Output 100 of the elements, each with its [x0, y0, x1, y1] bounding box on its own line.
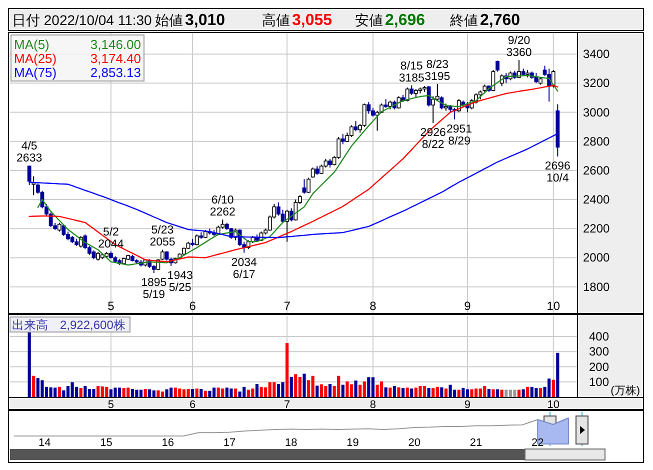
bar — [66, 386, 70, 397]
x-tick-label: 15 — [100, 437, 112, 449]
x-tick-label: 5 — [108, 299, 115, 313]
bar — [290, 376, 293, 397]
y-tick-label: 3000 — [583, 105, 610, 120]
y-tick-label: 3200 — [583, 76, 610, 90]
text: MA(75) 2,853.13 — [14, 65, 141, 80]
bar — [118, 388, 122, 397]
bar — [255, 384, 259, 397]
bar — [195, 388, 198, 397]
bar — [522, 389, 525, 397]
bar — [62, 390, 66, 397]
text: 日付 2022/10/04 11:30 — [12, 12, 152, 28]
bar — [526, 386, 530, 397]
bar — [298, 376, 302, 397]
annotation: 9/20 3360 — [506, 34, 532, 59]
text: 3,010 — [185, 12, 226, 29]
bar — [358, 384, 362, 397]
candlestick — [435, 83, 440, 102]
annotation: 2696 10/4 — [544, 160, 570, 184]
bar — [186, 388, 190, 397]
x-tick-label: 10 — [547, 399, 560, 411]
x-tick-label: 6 — [189, 399, 196, 411]
bar — [311, 376, 314, 397]
text: MA(5) 3,146.00 — [14, 37, 141, 52]
bar — [384, 387, 388, 397]
bar — [371, 377, 375, 397]
candlestick — [280, 209, 285, 224]
bar — [401, 388, 405, 397]
text: 2,696 — [385, 12, 426, 29]
bar — [178, 388, 182, 397]
bar — [328, 384, 332, 397]
bar — [230, 388, 233, 397]
x-tick-label: 8 — [370, 299, 377, 313]
bar — [272, 382, 276, 397]
bar — [306, 380, 310, 397]
bar — [448, 384, 452, 397]
bar — [362, 381, 366, 397]
bar — [139, 390, 143, 397]
x-tick-label: 9 — [464, 399, 471, 411]
bar — [174, 388, 177, 397]
bar — [538, 388, 542, 397]
chart-title: 出来高 2,922,600株 — [12, 318, 126, 332]
candlestick — [551, 70, 556, 88]
x-tick-label: 18 — [285, 437, 298, 449]
bar — [105, 386, 108, 397]
bar — [122, 388, 126, 397]
annotation: 2951 8/29 — [446, 123, 472, 148]
annotation: 4/5 2633 — [16, 140, 42, 165]
y-tick-label: 200 — [589, 360, 610, 374]
annotation: 2034 6/17 — [231, 256, 258, 281]
bar — [165, 389, 168, 397]
candlestick — [302, 178, 306, 194]
bar — [496, 389, 500, 397]
bar — [397, 387, 400, 397]
candlestick — [160, 249, 164, 260]
bar — [204, 390, 207, 397]
candlestick — [405, 87, 410, 102]
candlestick — [194, 234, 199, 246]
candlestick — [440, 96, 444, 110]
text: 高値 — [262, 12, 290, 28]
y-tick-label: 300 — [589, 344, 610, 359]
bar — [156, 390, 160, 397]
candlestick — [340, 134, 345, 145]
bar — [182, 389, 186, 397]
bar — [221, 388, 224, 397]
bar — [160, 392, 164, 397]
annotation: 1943 5/25 — [167, 270, 193, 294]
bar — [96, 386, 100, 397]
bar — [268, 382, 272, 397]
bar — [350, 384, 354, 397]
bar — [517, 390, 521, 397]
bar — [212, 388, 216, 397]
annotation: 1895 5/19 — [141, 277, 167, 301]
x-tick-label: 16 — [162, 437, 174, 449]
bar — [483, 386, 486, 397]
bar — [406, 388, 409, 397]
bar — [242, 386, 246, 397]
x-tick-label: 20 — [408, 437, 421, 449]
bar — [457, 390, 460, 397]
candlestick — [306, 177, 310, 194]
bar — [208, 390, 212, 397]
y-tick-label: 2200 — [583, 222, 610, 236]
bar — [418, 386, 422, 397]
bar — [28, 330, 31, 397]
candlestick — [366, 102, 371, 114]
bar — [432, 388, 435, 397]
bar — [88, 388, 92, 397]
candlestick — [431, 96, 436, 124]
bar — [556, 352, 560, 397]
bar — [492, 389, 495, 397]
bar — [234, 388, 238, 397]
bar — [100, 386, 104, 397]
y-tick-label: 3400 — [583, 47, 610, 62]
bar — [466, 389, 470, 397]
bar — [513, 390, 516, 397]
bar — [294, 374, 298, 397]
x-tick-label: 8 — [370, 399, 376, 411]
bar — [504, 390, 508, 397]
bar — [444, 388, 448, 397]
